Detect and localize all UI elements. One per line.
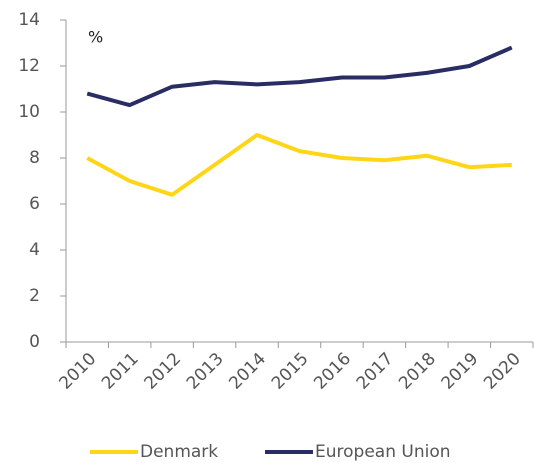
x-tick-label: 2012 [140, 349, 185, 394]
x-tick-label: 2020 [480, 349, 525, 394]
x-tick-label: 2018 [395, 349, 440, 394]
unit-annotation: % [88, 28, 103, 47]
x-tick-label: 2013 [183, 349, 228, 394]
y-tick-label: 6 [29, 194, 40, 214]
y-tick-label: 2 [29, 286, 40, 306]
line-series [86, 133, 512, 197]
y-tick-label: 14 [18, 10, 40, 30]
y-tick-label: 4 [29, 240, 40, 260]
legend-label: Denmark [140, 442, 218, 462]
y-tick-label: 10 [18, 102, 40, 122]
x-tick-label: 2019 [438, 349, 483, 394]
x-tick-label: 2016 [310, 349, 355, 394]
x-tick-label: 2011 [98, 349, 143, 394]
x-tick-label: 2017 [353, 349, 398, 394]
y-tick-label: 12 [18, 56, 40, 76]
y-tick-label: 0 [29, 332, 40, 352]
x-tick-label: 2010 [56, 349, 101, 394]
line-series [86, 45, 513, 108]
x-tick-label: 2015 [268, 349, 313, 394]
x-tick-label: 2014 [225, 349, 270, 394]
y-tick-label: 8 [29, 148, 40, 168]
legend-label: European Union [315, 442, 451, 462]
